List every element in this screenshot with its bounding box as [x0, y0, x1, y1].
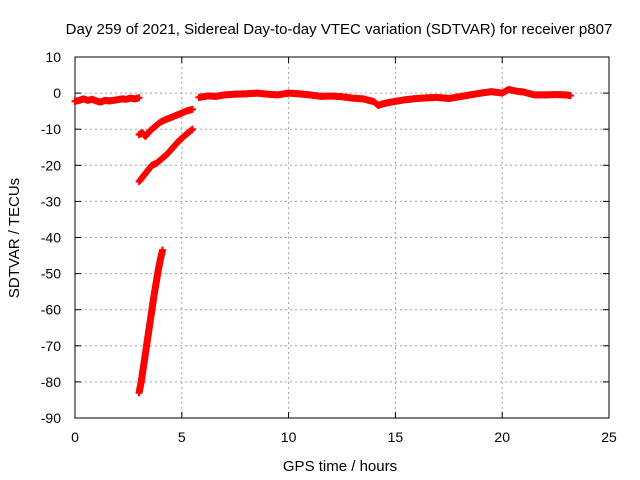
y-tick-label: -50: [41, 266, 61, 282]
y-tick-label: 10: [45, 49, 61, 65]
x-tick-labels: 0 5 10 15 20 25: [71, 429, 617, 445]
grid-lines: [75, 57, 609, 418]
x-tick-label: 10: [281, 429, 297, 445]
chart-title: Day 259 of 2021, Sidereal Day-to-day VTE…: [66, 21, 613, 38]
y-tick-label: -10: [41, 121, 61, 137]
data-point: [567, 92, 575, 100]
y-tick-label: -40: [41, 230, 61, 246]
y-tick-label: -90: [41, 410, 61, 426]
y-tick-label: -30: [41, 193, 61, 209]
data-point: [135, 94, 143, 102]
y-tick-labels: 10 0 -10 -20 -30 -40 -50 -60 -70 -80 -90: [41, 49, 61, 426]
y-tick-label: -70: [41, 338, 61, 354]
x-axis-label: GPS time / hours: [283, 458, 397, 475]
x-tick-label: 25: [601, 429, 617, 445]
axis-ticks: [74, 56, 610, 419]
y-tick-label: -20: [41, 157, 61, 173]
data-series: [71, 85, 575, 397]
x-tick-label: 15: [388, 429, 404, 445]
data-point: [188, 105, 196, 113]
data-point: [159, 246, 167, 254]
x-tick-label: 0: [71, 429, 79, 445]
y-axis-label: SDTVAR / TECUs: [6, 178, 23, 298]
x-tick-label: 20: [494, 429, 510, 445]
data-point: [188, 125, 196, 133]
y-tick-label: -60: [41, 302, 61, 318]
y-tick-label: -80: [41, 374, 61, 390]
y-tick-label: 0: [53, 85, 61, 101]
x-tick-label: 5: [178, 429, 186, 445]
